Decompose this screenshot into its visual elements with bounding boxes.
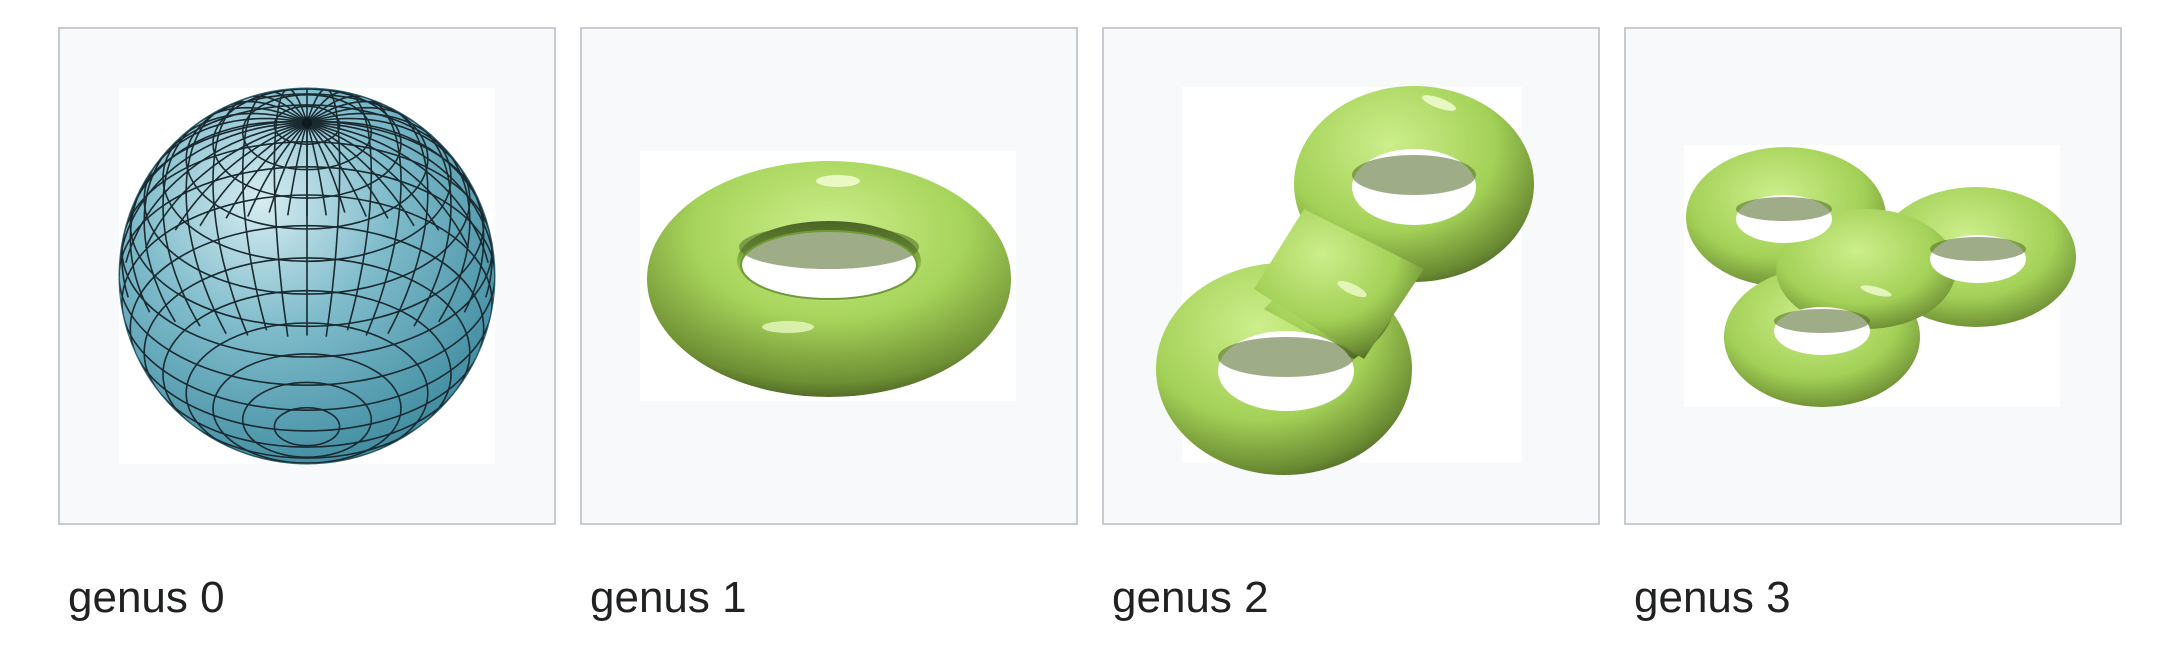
- sphere-longitude-line: [306, 95, 402, 336]
- sphere-icon: [118, 87, 496, 465]
- sphere-pole: [300, 116, 314, 130]
- torus-icon: [640, 151, 1016, 401]
- sphere-longitude-line: [185, 100, 308, 335]
- sphere-longitude-line: [306, 122, 327, 216]
- sphere-longitude-line: [306, 90, 373, 331]
- sphere-longitude-line: [174, 122, 308, 231]
- sphere-longitude-line: [225, 122, 308, 219]
- sphere-longitude-line: [306, 88, 341, 337]
- sphere-longitude-line: [119, 122, 308, 277]
- sphere-longitude-line: [306, 106, 452, 327]
- thumbnail-frame[interactable]: [1624, 27, 2122, 525]
- sphere-longitude-line: [143, 112, 308, 323]
- thumbnail-frame[interactable]: [58, 27, 556, 525]
- sphere-longitude-line: [273, 88, 308, 337]
- sphere-longitude-line: [306, 122, 440, 231]
- sphere-longitude-line: [306, 122, 389, 219]
- sphere-longitude-line: [306, 122, 367, 217]
- caption-genus-3: genus 3: [1634, 573, 1791, 622]
- sphere-longitude-line: [306, 122, 470, 249]
- sphere-longitude-line: [306, 122, 495, 277]
- sphere-latitude-line: [241, 381, 373, 458]
- triple-torus-icon: [1684, 145, 2076, 407]
- sphere-longitude-line: [212, 95, 308, 336]
- thumbnail-frame[interactable]: [1102, 27, 1600, 525]
- caption-genus-2: genus 2: [1112, 573, 1269, 622]
- thumbnail-frame[interactable]: [580, 27, 1078, 525]
- gallery-item-genus-1[interactable]: genus 1: [580, 27, 1078, 620]
- sphere-longitude-line: [306, 122, 489, 263]
- sphere-latitude-line: [273, 406, 341, 447]
- gallery-item-genus-0[interactable]: genus 0: [58, 27, 556, 620]
- sphere-longitude-line: [287, 122, 308, 216]
- sphere-longitude-line: [306, 122, 415, 227]
- gallery-item-genus-3[interactable]: genus 3: [1624, 27, 2122, 620]
- sphere-longitude-line: [125, 122, 308, 263]
- gallery-item-genus-2[interactable]: genus 2: [1102, 27, 1600, 620]
- caption-genus-0: genus 0: [68, 573, 225, 622]
- sphere-longitude-line: [144, 122, 308, 249]
- sphere-longitude-line: [247, 122, 308, 217]
- caption-genus-1: genus 1: [590, 573, 747, 622]
- sphere-longitude-line: [121, 120, 308, 298]
- double-torus-icon: [1156, 86, 1534, 475]
- sphere-longitude-line: [306, 122, 346, 213]
